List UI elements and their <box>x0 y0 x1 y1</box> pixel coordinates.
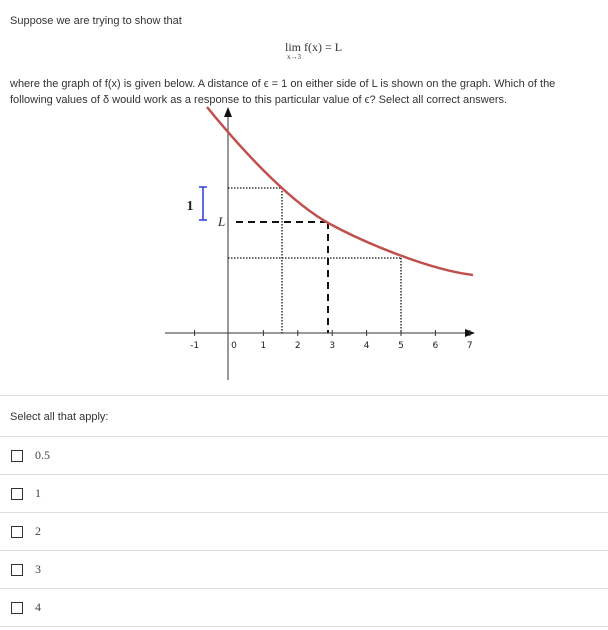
divider <box>0 436 608 437</box>
option[interactable]: 2 <box>11 524 41 539</box>
limit-lines <box>236 221 329 333</box>
lim: lim <box>285 40 302 54</box>
x-tick-label: 5 <box>398 341 404 351</box>
limit-expr: f(x) = L <box>304 40 343 54</box>
x-tick-label: 7 <box>467 341 473 351</box>
y-arrow <box>224 107 232 117</box>
question-text: where the graph of f(x) is given below. … <box>10 78 556 106</box>
divider <box>0 395 608 396</box>
option[interactable]: 3 <box>11 562 41 577</box>
x-tick-label: 2 <box>295 341 301 351</box>
option-label[interactable]: 4 <box>35 600 41 614</box>
checkbox[interactable] <box>11 601 23 614</box>
epsilon-box <box>228 187 402 333</box>
instructions: Select all that apply: <box>10 411 109 423</box>
option-label[interactable]: 0.5 <box>35 448 50 462</box>
checkbox[interactable] <box>11 525 23 538</box>
option[interactable]: 0.5 <box>11 448 50 463</box>
graph: 1 L -1 0 1 2 3 4 5 6 7 <box>165 106 475 380</box>
divider <box>0 588 608 589</box>
checkbox[interactable] <box>11 487 23 500</box>
divider <box>0 626 608 627</box>
curve <box>206 106 474 277</box>
L-label: L <box>217 214 225 229</box>
divider <box>0 512 608 513</box>
option-label[interactable]: 2 <box>35 524 41 538</box>
epsilon-bracket <box>199 186 207 221</box>
divider <box>0 474 608 475</box>
checkbox[interactable] <box>11 563 23 576</box>
intro-text: Suppose we are trying to show that <box>10 15 182 27</box>
x-tick-label: 4 <box>364 341 370 351</box>
option[interactable]: 4 <box>11 600 41 615</box>
checkbox[interactable] <box>11 449 23 462</box>
epsilon-label: 1 <box>187 199 194 214</box>
option[interactable]: 1 <box>11 486 41 501</box>
x-tick-label: 1 <box>261 341 267 351</box>
option-label[interactable]: 1 <box>35 486 41 500</box>
option-label[interactable]: 3 <box>35 562 41 576</box>
x-tick-label: -1 <box>190 341 199 351</box>
x-tick-label: 3 <box>329 341 335 351</box>
x-tick-label: 6 <box>433 341 439 351</box>
divider <box>0 550 608 551</box>
limit-sub: x→3 <box>287 53 301 61</box>
limit-expression: lim f(x) = L x→3 <box>285 40 343 61</box>
x-tick-label: 0 <box>231 341 237 351</box>
